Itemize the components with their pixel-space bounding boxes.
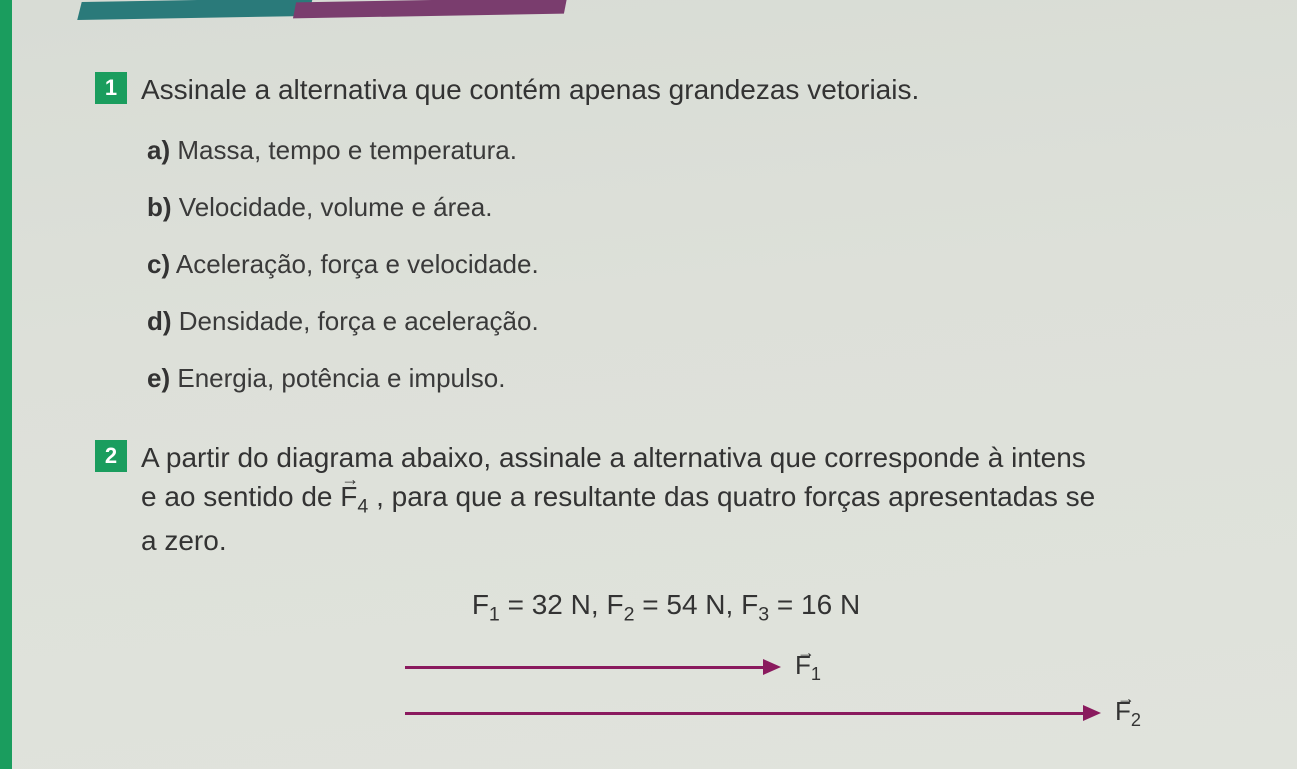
formula-f2-label: F bbox=[606, 589, 623, 620]
formula-f1-sub: 1 bbox=[489, 603, 500, 625]
option-c: c) Aceleração, força e velocidade. bbox=[147, 245, 1237, 284]
question-2-header: 2 A partir do diagrama abaixo, assinale … bbox=[95, 438, 1237, 560]
f2-vec-arrow-icon: → bbox=[1117, 688, 1135, 709]
question-1-text: Assinale a alternativa que contém apenas… bbox=[141, 70, 919, 109]
option-e-text: Energia, potência e impulso. bbox=[177, 363, 505, 393]
option-d: d) Densidade, força e aceleração. bbox=[147, 302, 1237, 341]
q2-f4-symbol: → F4 bbox=[340, 477, 368, 521]
option-a-text: Massa, tempo e temperatura. bbox=[177, 135, 517, 165]
q2-text-part2: e ao sentido de bbox=[141, 481, 340, 512]
option-d-text: Densidade, força e aceleração. bbox=[179, 306, 539, 336]
q2-text-line1: A partir do diagrama abaixo, assinale a … bbox=[141, 442, 1086, 473]
option-b-letter: b) bbox=[147, 192, 172, 222]
q2-text-part4: a zero. bbox=[141, 525, 227, 556]
question-1: 1 Assinale a alternativa que contém apen… bbox=[95, 70, 1237, 398]
formula-f2-val: = 54 N, bbox=[634, 589, 741, 620]
q2-text-part3: , para que a resultante das quatro força… bbox=[376, 481, 1095, 512]
option-b: b) Velocidade, volume e área. bbox=[147, 188, 1237, 227]
f2-arrow-head bbox=[1083, 705, 1101, 721]
formula-f3-sub: 3 bbox=[758, 603, 769, 625]
f1-sub: 1 bbox=[811, 664, 821, 684]
f1-arrow-head bbox=[763, 659, 781, 675]
option-e: e) Energia, potência e impulso. bbox=[147, 359, 1237, 398]
option-e-letter: e) bbox=[147, 363, 170, 393]
formula-f1-label: F bbox=[472, 589, 489, 620]
question-2-number: 2 bbox=[95, 440, 127, 472]
question-1-header: 1 Assinale a alternativa que contém apen… bbox=[95, 70, 1237, 109]
f2-sub: 2 bbox=[1131, 710, 1141, 730]
option-b-text: Velocidade, volume e área. bbox=[179, 192, 493, 222]
formula-f3-val: = 16 N bbox=[769, 589, 860, 620]
formula-line: F1 = 32 N, F2 = 54 N, F3 = 16 N bbox=[95, 589, 1237, 627]
option-c-letter: c) bbox=[147, 249, 170, 279]
f2-label: → F2 bbox=[1115, 696, 1141, 731]
question-2: 2 A partir do diagrama abaixo, assinale … bbox=[95, 438, 1237, 734]
formula-f3-label: F bbox=[741, 589, 758, 620]
f1-label: → F1 bbox=[795, 650, 821, 685]
f2-arrow-line bbox=[405, 712, 1085, 715]
formula-f2-sub: 2 bbox=[624, 603, 635, 625]
f1-vec-arrow-icon: → bbox=[797, 642, 815, 663]
page-edge bbox=[0, 0, 12, 769]
question-1-number: 1 bbox=[95, 72, 127, 104]
question-1-options: a) Massa, tempo e temperatura. b) Veloci… bbox=[147, 131, 1237, 398]
option-a-letter: a) bbox=[147, 135, 170, 165]
question-2-text: A partir do diagrama abaixo, assinale a … bbox=[141, 438, 1095, 560]
f1-arrow-line bbox=[405, 666, 765, 669]
force-diagram: → F1 → F2 bbox=[95, 654, 1237, 734]
option-a: a) Massa, tempo e temperatura. bbox=[147, 131, 1237, 170]
option-d-letter: d) bbox=[147, 306, 172, 336]
option-c-text: Aceleração, força e velocidade. bbox=[176, 249, 539, 279]
q2-f4-sub: 4 bbox=[357, 496, 368, 518]
page-content: 1 Assinale a alternativa que contém apen… bbox=[0, 0, 1297, 734]
formula-f1-val: = 32 N, bbox=[500, 589, 607, 620]
